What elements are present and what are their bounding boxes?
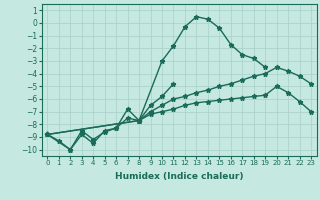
X-axis label: Humidex (Indice chaleur): Humidex (Indice chaleur) [115, 172, 244, 181]
